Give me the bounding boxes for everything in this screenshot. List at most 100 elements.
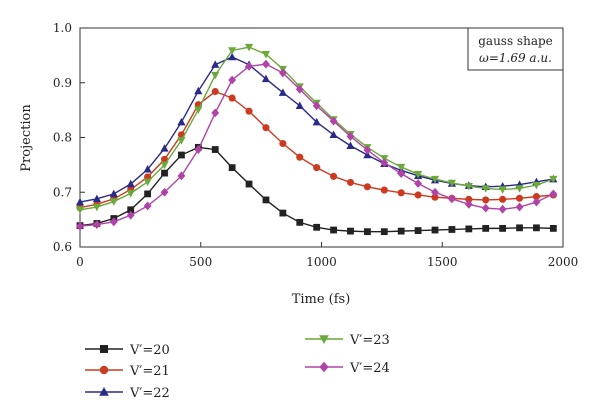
x-tick-label: 0 [76, 255, 84, 269]
data-point [126, 190, 135, 198]
data-point [76, 221, 84, 231]
x-tick-label: 1500 [427, 255, 458, 269]
data-point [211, 146, 219, 153]
data-point [92, 194, 101, 203]
data-point [278, 88, 287, 96]
data-point [532, 193, 541, 201]
data-point [498, 204, 507, 214]
data-point [245, 180, 253, 188]
data-point [312, 101, 321, 111]
data-point [380, 158, 389, 168]
data-point [380, 186, 388, 194]
data-point [194, 145, 203, 154]
data-point [161, 169, 168, 177]
data-point [464, 199, 473, 209]
x-tick-label: 1000 [306, 255, 337, 269]
data-point [448, 194, 456, 204]
y-tick-label: 1.0 [53, 21, 72, 35]
data-point [177, 137, 186, 145]
y-axis-label: Projection [19, 104, 34, 172]
data-point [464, 182, 473, 191]
legend-marker [319, 335, 329, 344]
data-point [143, 201, 152, 211]
data-point [380, 228, 388, 236]
legend-label: V′=22 [129, 386, 170, 401]
data-point [431, 187, 439, 197]
data-point [515, 185, 524, 193]
data-point [397, 189, 405, 197]
x-axis-label: Time (fs) [292, 292, 351, 307]
legend-marker [100, 345, 108, 353]
legend-marker [99, 365, 109, 375]
data-point [92, 203, 101, 212]
data-point [177, 171, 186, 181]
data-point [211, 60, 220, 68]
data-point [329, 130, 338, 138]
data-point [465, 225, 473, 233]
data-point [296, 218, 304, 226]
data-point [279, 139, 287, 148]
y-tick-label: 0.9 [53, 76, 72, 90]
data-point [228, 47, 237, 55]
data-point [143, 178, 152, 187]
data-point [431, 193, 439, 201]
data-point [160, 144, 169, 152]
data-point [109, 189, 118, 198]
data-point [448, 226, 456, 233]
data-point [126, 210, 135, 220]
data-point [363, 228, 371, 236]
legend-label: V′=20 [129, 343, 170, 358]
data-point [194, 106, 203, 114]
y-axis-ticks: 0.6 0.7 0.8 0.9 1.0 [53, 21, 85, 254]
legend-item: V′=22 [85, 386, 170, 401]
data-point [279, 209, 287, 217]
data-point [397, 169, 406, 179]
data-point [329, 116, 338, 126]
data-point [330, 172, 338, 180]
data-point [482, 224, 490, 232]
series-layer [75, 43, 558, 236]
data-point [75, 197, 85, 206]
data-point [295, 101, 304, 109]
data-point [194, 86, 203, 95]
data-point [211, 71, 220, 80]
data-point [330, 226, 337, 234]
data-point [262, 124, 270, 132]
data-point [431, 226, 439, 234]
data-point [498, 186, 507, 194]
data-point [549, 189, 558, 199]
data-point [515, 202, 524, 212]
data-point [549, 224, 557, 232]
data-point [346, 131, 355, 141]
legend-item: V′=24 [305, 361, 390, 376]
data-point [262, 59, 270, 69]
data-point [397, 163, 406, 172]
data-point [228, 94, 236, 102]
y-tick-label: 0.6 [53, 240, 72, 254]
legend-label: V′=21 [129, 364, 170, 379]
legend-marker [319, 361, 329, 373]
legend-item: V′=21 [85, 364, 170, 379]
data-point [127, 206, 135, 214]
data-point [397, 227, 405, 235]
data-point [245, 61, 253, 71]
data-point [499, 224, 507, 232]
data-point [414, 191, 422, 199]
data-point [75, 206, 85, 215]
data-point [144, 190, 152, 198]
data-point [160, 187, 169, 197]
data-point [465, 195, 473, 203]
data-point [346, 178, 355, 186]
legend: V′=20 V′=21 V′=22 V′=23 V′=24 [85, 333, 390, 401]
x-tick-label: 500 [189, 255, 212, 269]
data-point [178, 151, 185, 159]
data-point [261, 74, 271, 83]
data-point [430, 175, 440, 184]
data-point [228, 164, 236, 172]
data-point [532, 197, 541, 207]
data-point [347, 227, 354, 235]
annotation-line-1: gauss shape [478, 34, 553, 48]
data-point [363, 183, 371, 191]
legend-label: V′=24 [349, 361, 390, 376]
